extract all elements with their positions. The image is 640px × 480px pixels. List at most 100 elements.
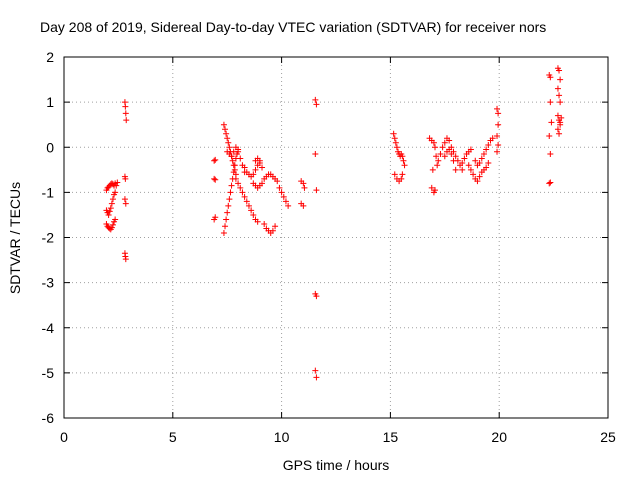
y-tick-labels: -6 -5 -4 -3 -2 -1 0 1 2: [42, 49, 55, 426]
data-point: [237, 155, 244, 162]
data-point: [494, 148, 501, 155]
data-point: [237, 184, 244, 191]
x-tick-label: 20: [491, 429, 507, 445]
y-tick-label: -3: [42, 275, 55, 291]
data-point: [212, 214, 219, 221]
data-point: [432, 144, 439, 151]
data-point: [548, 119, 555, 126]
data-point: [230, 169, 237, 176]
y-tick-label: 2: [46, 49, 54, 65]
data-points: [103, 65, 565, 381]
data-point: [478, 155, 485, 162]
data-point: [494, 132, 501, 139]
data-point: [229, 157, 236, 164]
data-point: [435, 157, 442, 164]
data-point: [232, 175, 239, 182]
data-point: [547, 151, 554, 158]
data-point: [109, 196, 116, 203]
data-point: [227, 189, 234, 196]
data-point: [452, 153, 459, 160]
data-point: [225, 139, 232, 146]
data-point: [225, 202, 232, 209]
data-point: [280, 193, 287, 200]
x-tick-label: 15: [383, 429, 399, 445]
data-point: [105, 211, 112, 218]
data-point: [235, 148, 242, 155]
chart-title: Day 208 of 2019, Sidereal Day-to-day VTE…: [40, 19, 546, 35]
data-point: [398, 175, 405, 182]
data-point: [480, 151, 487, 158]
data-point: [223, 216, 230, 223]
y-tick-label: -4: [42, 320, 55, 336]
data-point: [222, 223, 229, 230]
data-point: [252, 166, 259, 173]
data-point: [274, 178, 281, 185]
data-point: [483, 146, 490, 153]
data-point: [107, 205, 114, 212]
data-point: [122, 110, 129, 117]
data-point: [392, 139, 399, 146]
data-point: [285, 202, 292, 209]
x-axis-label: GPS time / hours: [283, 457, 390, 473]
data-point: [212, 156, 219, 163]
data-point: [441, 139, 448, 146]
data-point: [428, 184, 435, 191]
data-point: [476, 173, 483, 180]
data-point: [245, 202, 252, 209]
data-point: [241, 164, 248, 171]
x-tick-label: 0: [60, 429, 68, 445]
data-point: [557, 119, 564, 126]
data-point: [494, 105, 501, 112]
data-point: [312, 367, 319, 374]
data-point: [439, 144, 446, 151]
y-axis-label: SDTVAR / TECUs: [7, 182, 23, 294]
data-point: [222, 126, 229, 133]
data-point: [495, 110, 502, 117]
data-point: [276, 184, 283, 191]
data-point: [437, 151, 444, 158]
data-point: [554, 112, 561, 119]
data-point: [259, 164, 266, 171]
data-point: [220, 121, 227, 128]
data-point: [220, 229, 227, 236]
data-point: [112, 189, 119, 196]
data-point: [121, 196, 128, 203]
data-point: [109, 221, 116, 228]
data-point: [547, 99, 554, 106]
data-point: [269, 227, 276, 234]
x-tick-labels: 0 5 10 15 20 25: [60, 429, 616, 445]
data-point: [300, 180, 307, 187]
data-point: [446, 137, 453, 144]
data-point: [391, 135, 398, 142]
data-point: [448, 151, 455, 158]
data-point: [108, 224, 115, 231]
data-point: [430, 139, 437, 146]
data-point: [557, 99, 564, 106]
data-point: [547, 179, 554, 186]
data-point: [243, 198, 250, 205]
data-point: [461, 155, 468, 162]
grid-lines: [64, 57, 608, 418]
data-point: [254, 218, 261, 225]
data-point: [546, 180, 553, 187]
data-point: [467, 146, 474, 153]
data-point: [313, 101, 320, 108]
data-point: [114, 179, 121, 186]
data-point: [400, 157, 407, 164]
data-point: [231, 162, 238, 169]
data-point: [489, 135, 496, 142]
data-point: [241, 193, 248, 200]
y-tick-label: 1: [46, 94, 54, 110]
data-point: [433, 153, 440, 160]
data-point: [122, 256, 129, 263]
y-tick-label: -2: [42, 230, 55, 246]
y-tick-label: 0: [46, 139, 54, 155]
x-tick-label: 10: [274, 429, 290, 445]
data-point: [228, 153, 235, 160]
data-point: [235, 180, 242, 187]
data-point: [300, 202, 307, 209]
data-point: [554, 85, 561, 92]
data-point: [429, 166, 436, 173]
data-point: [122, 175, 129, 182]
